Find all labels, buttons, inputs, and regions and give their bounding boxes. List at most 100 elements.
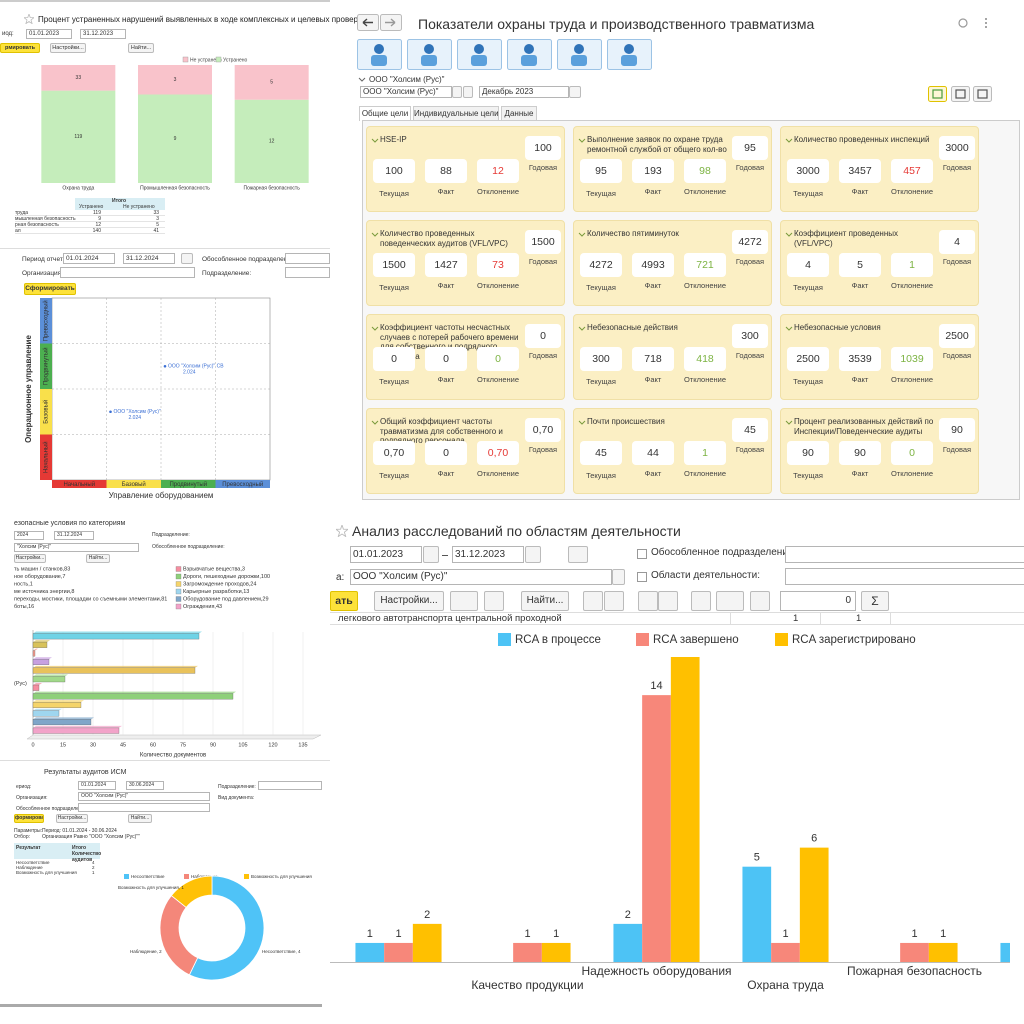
checkbox[interactable]	[637, 549, 647, 559]
generate-button[interactable]: формировать	[14, 814, 44, 823]
kpi-current: 95	[580, 159, 622, 183]
find-button[interactable]: Найти...	[521, 591, 569, 611]
report-icon-button[interactable]	[407, 39, 452, 70]
date-from[interactable]: 01.01.2024	[78, 781, 116, 790]
kpi-title: Общий коэффициент частоты травматизма дл…	[380, 417, 503, 445]
org-select[interactable]: ООО "Холсим (Рус)"	[350, 569, 612, 585]
settings-button[interactable]: Настройки...	[14, 554, 46, 563]
toolbar-icon-button[interactable]	[750, 591, 770, 611]
calendar-button[interactable]	[525, 546, 541, 563]
report-icon-button[interactable]	[357, 39, 402, 70]
tab[interactable]: Общие цели	[359, 106, 411, 121]
icon-bg	[457, 39, 502, 70]
branch-input[interactable]	[285, 253, 330, 264]
find-button[interactable]: Найти...	[86, 554, 110, 563]
settings-button[interactable]: Настройки...	[50, 43, 86, 53]
kpi-label: Отклонение	[890, 187, 934, 196]
kpi-label: Годовая	[528, 163, 558, 172]
toolbar-icon-button[interactable]	[658, 591, 678, 611]
kpi-current: 300	[580, 347, 622, 371]
areas-input[interactable]	[785, 568, 1024, 585]
date-to[interactable]: 31.12.2023	[80, 29, 126, 39]
date-from[interactable]: 01.01.2024	[63, 253, 115, 264]
branch-input[interactable]	[785, 546, 1024, 563]
org-clear[interactable]	[463, 86, 473, 98]
table-button[interactable]	[484, 591, 504, 611]
x-tick-label: Надежность оборудования	[581, 964, 731, 978]
kpi-current: 0,70	[373, 441, 415, 465]
org-select[interactable]: "Холсим (Рус)"	[14, 543, 139, 552]
maturity-chart: Начальный Начальный Базовый Базовый Продвину…	[24, 297, 271, 500]
toolbar-icon-button[interactable]	[716, 591, 744, 611]
toolbar-button[interactable]	[951, 86, 970, 102]
variant-button[interactable]	[450, 591, 478, 611]
toolbar-button[interactable]	[973, 86, 992, 102]
org-dropdown[interactable]	[452, 86, 462, 98]
find-button[interactable]: Найти...	[128, 43, 154, 53]
toolbar-icon-button[interactable]	[691, 591, 711, 611]
legend-swatch	[175, 588, 182, 595]
kpi-card: Процент реализованных действий по Инспек…	[780, 408, 979, 494]
org-select[interactable]	[60, 267, 195, 278]
date-to[interactable]: 31.12.2024	[123, 253, 175, 264]
month-select[interactable]: Декабрь 2023	[479, 86, 569, 98]
month-spin[interactable]	[569, 86, 581, 98]
kpi-title: Почти происшествия	[587, 417, 665, 426]
bar-top	[33, 717, 94, 720]
report-icon-button[interactable]	[607, 39, 652, 70]
bar	[771, 942, 800, 962]
icon-head	[374, 44, 384, 54]
generate-button[interactable]: рмировать	[0, 43, 40, 53]
select-button[interactable]	[181, 253, 193, 264]
date-from[interactable]: 01.01.2023	[350, 546, 422, 563]
more-icon	[985, 18, 987, 20]
point-sublabel: 2.024	[129, 415, 142, 421]
kpi-card: Коэффициент проведенных (VFL/VPC) 4 5 1 Теку…	[780, 220, 979, 306]
report-icon-button[interactable]	[557, 39, 602, 70]
org-select[interactable]: ООО "Холсим (Рус)"	[360, 86, 452, 98]
report-icon-button[interactable]	[507, 39, 552, 70]
value-label: 5	[754, 852, 760, 864]
kpi-deviation: 0	[477, 347, 519, 371]
date-from[interactable]: 01.01.2023	[26, 29, 72, 39]
toolbar-button[interactable]	[928, 86, 947, 102]
toolbar-icon-button[interactable]	[604, 591, 624, 611]
date-to[interactable]: 30.06.2024	[126, 781, 164, 790]
tab[interactable]: Данные	[501, 106, 537, 121]
find-button[interactable]: Найти...	[128, 814, 152, 823]
table-header-bg	[14, 843, 100, 859]
branch-input[interactable]	[78, 803, 210, 812]
legend-label: RCA зарегистрировано	[792, 634, 916, 646]
chevron-path	[371, 326, 379, 331]
y-level-band	[40, 434, 52, 480]
dept-input[interactable]	[285, 267, 330, 278]
kpi-label: Годовая	[942, 257, 972, 266]
donut-slice	[170, 875, 213, 908]
checkbox[interactable]	[637, 572, 647, 582]
org-select[interactable]: ООО "Холсим (Рус)"	[78, 792, 210, 801]
select-button[interactable]	[568, 546, 588, 563]
table-row	[15, 216, 165, 222]
org-dropdown[interactable]	[612, 569, 625, 585]
tab[interactable]: Индивидуальные цели	[413, 106, 499, 121]
sum-button[interactable]: Σ	[861, 591, 889, 611]
settings-button[interactable]: Настройки...	[374, 591, 444, 611]
date-to[interactable]: 31.12.2024	[54, 531, 94, 540]
kpi-card: Количество проведенных инспекций 3000 3457…	[780, 126, 979, 212]
toolbar-icon-button[interactable]	[583, 591, 603, 611]
settings-button[interactable]: Настройки...	[56, 814, 88, 823]
date-from[interactable]: 2024	[14, 531, 44, 540]
generate-button[interactable]: Сформировать	[24, 283, 76, 295]
report-icon-button[interactable]	[457, 39, 502, 70]
calendar-button[interactable]	[423, 546, 439, 563]
kpi-label: Факт	[851, 375, 869, 384]
date-to[interactable]: 31.12.2023	[452, 546, 524, 563]
toolbar-icon-button[interactable]	[638, 591, 658, 611]
kpi-current: 4272	[580, 253, 622, 277]
generate-button[interactable]: ать	[330, 591, 358, 611]
bar-segment	[41, 90, 116, 183]
kpi-card: Количество пятиминуток 4272 4993 721 Текущая…	[573, 220, 772, 306]
legend-label: Оборудование под давлением,29	[183, 596, 269, 602]
legend-swatch	[175, 573, 182, 580]
dept-input[interactable]	[258, 781, 322, 790]
